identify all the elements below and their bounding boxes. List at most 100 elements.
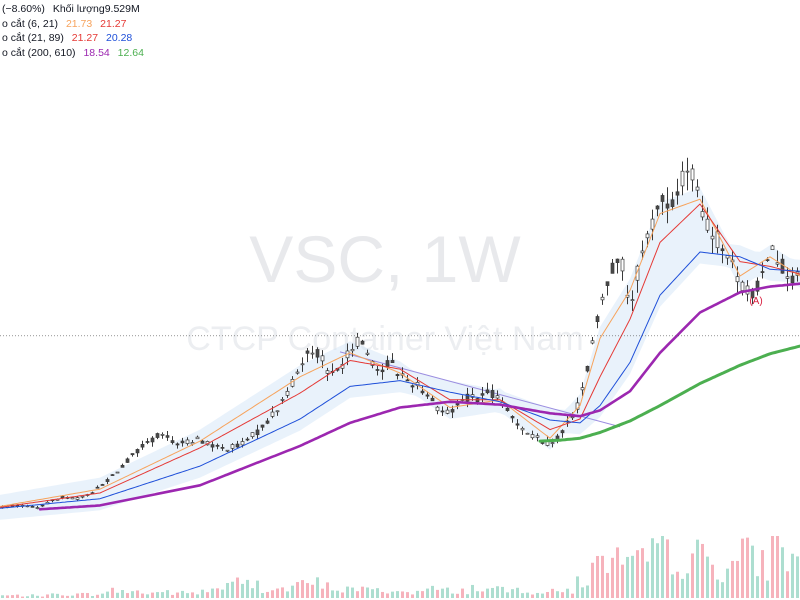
volume-bar — [261, 593, 264, 598]
volume-bar — [491, 587, 494, 598]
volume-bar — [546, 592, 549, 598]
volume-bar — [371, 589, 374, 598]
candle-body — [190, 442, 195, 445]
legend-label: o cắt (200, 610) — [2, 46, 76, 59]
candle-body — [510, 416, 515, 419]
legend-value-1: 21.27 — [71, 32, 99, 44]
candle-body — [280, 399, 285, 401]
legend-row-ma-6-21[interactable]: o cắt (6, 21) 21.73 21.27 — [2, 17, 144, 32]
volume-bar — [466, 594, 469, 598]
volume-bar — [131, 591, 134, 598]
volume-bar — [421, 591, 424, 598]
candle-body — [170, 440, 175, 443]
volume-bar — [636, 550, 639, 598]
volume-bar — [241, 583, 244, 598]
volume-bar — [21, 596, 24, 598]
candle-body — [145, 441, 150, 443]
volume-bar — [391, 591, 394, 598]
volume-bar — [6, 595, 9, 598]
candle-body — [720, 248, 725, 252]
volume-bar — [386, 593, 389, 598]
volume-bar — [721, 582, 724, 598]
candle-body — [520, 427, 525, 431]
volume-bar — [461, 588, 464, 598]
volume-bar — [366, 587, 369, 598]
candle-body — [790, 275, 795, 284]
candle-body — [680, 170, 685, 187]
volume-bar — [736, 560, 739, 598]
candle-body — [485, 389, 490, 394]
volume-bar — [431, 585, 434, 598]
volume-bar — [1, 595, 4, 598]
candle-body — [420, 390, 425, 394]
volume-bar — [526, 592, 529, 598]
volume-bar — [326, 582, 329, 598]
candle-body — [150, 437, 155, 443]
volume-bar — [356, 591, 359, 598]
legend-row-ma-21-89[interactable]: o cắt (21, 89) 21.27 20.28 — [2, 31, 144, 46]
volume-bar — [701, 543, 704, 598]
change-percent: (−8.60%) — [2, 3, 45, 15]
candle-body — [300, 363, 305, 366]
candle-body — [570, 416, 575, 419]
volume-bar — [791, 553, 794, 598]
volume-bar — [226, 583, 229, 598]
volume-bar — [101, 593, 104, 598]
volume-bar — [711, 564, 714, 598]
volume-bar — [56, 593, 59, 598]
volume-bar — [11, 595, 14, 598]
volume-bar — [536, 592, 539, 598]
candle-body — [645, 233, 650, 239]
volume-bar — [796, 556, 799, 598]
candle-body — [270, 411, 275, 417]
candle-body — [395, 374, 400, 377]
volume-bar — [246, 579, 249, 598]
volume-bar — [236, 577, 239, 598]
legend-row-ma-200-610[interactable]: o cắt (200, 610) 18.54 12.64 — [2, 46, 144, 61]
volume-bar — [541, 593, 544, 598]
candle-body — [195, 436, 200, 440]
volume-bar — [436, 589, 439, 598]
candle-body — [100, 484, 105, 486]
volume-bar — [741, 538, 744, 598]
candle-body — [410, 385, 415, 388]
candle-body — [95, 486, 100, 489]
volume-bar — [716, 579, 719, 598]
volume-bar — [561, 592, 564, 598]
volume-bar — [196, 594, 199, 598]
candle-body — [455, 403, 460, 406]
volume-bar — [321, 588, 324, 598]
volume-bar — [266, 591, 269, 598]
candle-body — [620, 258, 625, 272]
candle-body — [600, 296, 605, 301]
candle-body — [245, 438, 250, 441]
chart-legend: (−8.60%) Khối lượng9.529M o cắt (6, 21) … — [2, 2, 144, 60]
candle-body — [735, 276, 740, 283]
volume-bar — [771, 536, 774, 598]
volume-bar — [176, 592, 179, 598]
volume-bar — [106, 591, 109, 598]
candle-body — [275, 410, 280, 413]
legend-value-1: 18.54 — [83, 46, 110, 59]
volume-bar — [441, 588, 444, 598]
volume-bar — [186, 593, 189, 598]
candle-body — [725, 255, 730, 259]
candle-body — [770, 245, 775, 250]
volume-bar — [476, 591, 479, 598]
candle-body — [185, 439, 190, 444]
candle-body — [370, 360, 375, 366]
volume-bar — [46, 594, 49, 598]
candle-body — [320, 355, 325, 362]
candle-body — [310, 352, 315, 355]
volume-bar — [671, 574, 674, 598]
candle-body — [595, 316, 600, 322]
candle-body — [70, 497, 75, 500]
candle-body — [125, 458, 130, 463]
volume-bar — [706, 556, 709, 598]
candle-body — [630, 299, 635, 301]
volume-bar — [456, 593, 459, 598]
volume-bar — [511, 589, 514, 598]
candle-body — [110, 474, 115, 476]
